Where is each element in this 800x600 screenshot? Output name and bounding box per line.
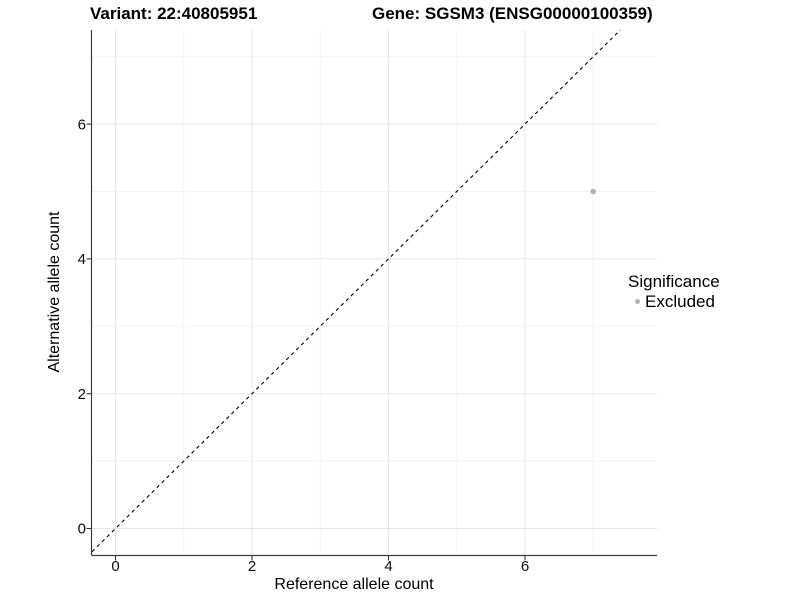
legend: Significance Excluded	[628, 272, 720, 311]
legend-item-excluded: Excluded	[628, 292, 720, 311]
identity-reference-line	[91, 29, 621, 553]
y-tick-label: 0	[78, 521, 86, 538]
data-point	[590, 188, 597, 195]
x-tick-label: 2	[248, 558, 256, 575]
y-tick-label: 6	[78, 116, 86, 133]
y-tick-label: 2	[78, 386, 86, 403]
plot-title-gene: Gene: SGSM3 (ENSG00000100359)	[372, 4, 653, 23]
legend-point-icon	[635, 299, 640, 304]
x-tick-label: 0	[111, 558, 119, 575]
legend-title: Significance	[628, 272, 720, 291]
x-tick-label: 4	[384, 558, 392, 575]
x-tick-label: 6	[521, 558, 529, 575]
plot-title-variant: Variant: 22:40805951	[90, 4, 258, 23]
x-axis-title: Reference allele count	[274, 576, 434, 593]
legend-item-label: Excluded	[645, 292, 715, 311]
y-tick-label: 4	[78, 251, 86, 268]
